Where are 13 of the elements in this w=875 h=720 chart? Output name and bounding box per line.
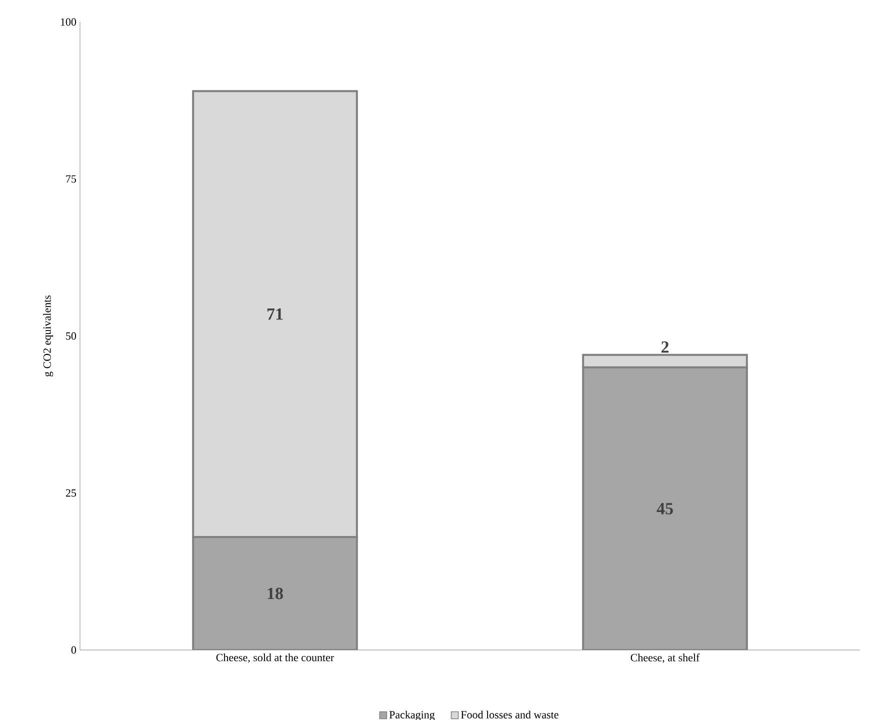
y-tick-label: 100 [60,18,76,26]
y-tick-label: 25 [66,489,76,497]
y-axis-title: g CO2 equivalents [43,295,54,376]
y-tick-label: 0 [71,646,76,654]
y-tick-label: 50 [66,332,76,340]
y-tick-label: 75 [66,175,76,183]
x-tick-label: Cheese, sold at the counter [216,654,334,663]
data-label: 71 [267,308,283,320]
data-label: 2 [661,341,669,353]
legend-label: Food losses and waste [460,710,558,718]
x-tick-label: Cheese, at shelf [630,654,700,663]
data-label: 18 [268,588,283,600]
data-label: 45 [656,503,673,514]
